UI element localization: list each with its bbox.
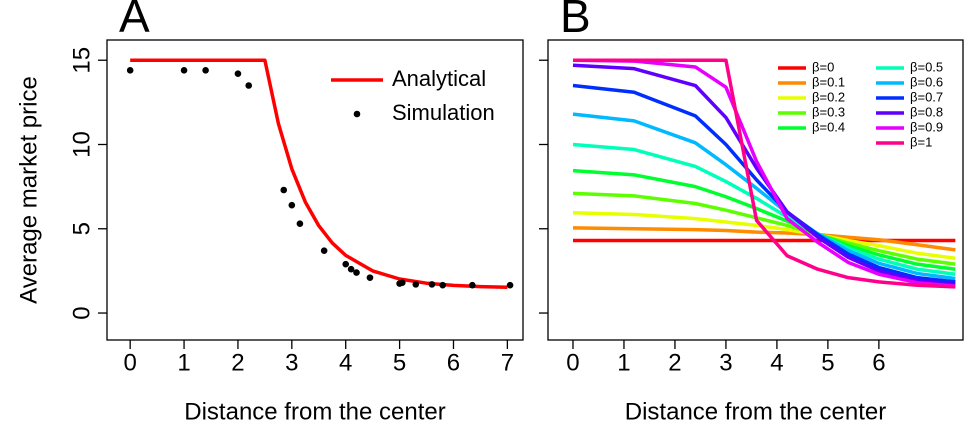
series-line (572, 58, 956, 288)
data-point (180, 67, 188, 74)
data-point (428, 281, 436, 288)
x-tick-label: 1 (617, 349, 630, 376)
legend-label: β=0.5 (910, 59, 943, 74)
y-tick-label: 15 (68, 47, 95, 74)
data-point (245, 82, 253, 89)
series-line (572, 168, 956, 271)
y-tick-label: 5 (68, 222, 95, 235)
series-line (572, 58, 956, 289)
data-point (342, 260, 350, 268)
legend-label: β=0 (812, 59, 834, 74)
y-axis-label: Average market price (15, 76, 42, 304)
x-tick-label: 5 (821, 349, 834, 376)
data-point (412, 281, 420, 288)
y-tick-label: 10 (68, 131, 95, 158)
legend-swatch (353, 110, 361, 118)
series-line (130, 58, 508, 289)
legend-label: Analytical (392, 66, 486, 91)
data-point (347, 265, 355, 273)
x-tick-label: 3 (719, 349, 732, 376)
data-point (469, 281, 476, 289)
x-tick-label: 2 (231, 349, 244, 376)
plot-frame (547, 39, 964, 341)
series-line (572, 63, 956, 287)
data-point (398, 279, 406, 286)
data-point (126, 67, 134, 74)
x-tick-label: 0 (123, 349, 136, 376)
plot-frame (106, 39, 524, 341)
y-tick-label: 0 (68, 306, 95, 319)
x-tick-label: 2 (668, 349, 681, 376)
data-point (288, 201, 296, 209)
x-tick-label: 1 (177, 349, 190, 376)
legend-label: β=0.7 (910, 89, 943, 104)
legend-label: β=0.6 (910, 74, 943, 89)
x-tick-label: 5 (393, 349, 406, 376)
series-line (572, 83, 956, 284)
panel-title: B (560, 0, 591, 42)
data-point (280, 186, 288, 194)
legend-label: β=1 (910, 134, 932, 149)
x-axis-label: Distance from the center (184, 398, 445, 425)
data-point (202, 67, 209, 74)
series-line (572, 211, 956, 260)
x-tick-label: 7 (501, 349, 514, 376)
series-line (572, 191, 956, 266)
legend-label: β=0.3 (812, 104, 845, 119)
legend-label: β=0.8 (910, 104, 943, 119)
x-tick-label: 3 (285, 349, 298, 376)
data-point (506, 281, 514, 289)
legend-label: β=0.4 (812, 119, 845, 134)
data-point (439, 281, 447, 289)
panel-title: A (119, 0, 150, 42)
x-tick-label: 4 (770, 349, 783, 376)
legend-label: β=0.9 (910, 119, 943, 134)
x-axis-label: Distance from the center (625, 398, 886, 425)
data-point (296, 220, 304, 228)
series-line (572, 226, 956, 252)
data-point (353, 269, 360, 276)
x-tick-label: 6 (447, 349, 460, 376)
data-point (366, 274, 374, 281)
x-tick-label: 6 (872, 349, 885, 376)
data-point (234, 70, 242, 78)
legend-label: Simulation (392, 100, 495, 125)
x-tick-label: 0 (566, 349, 579, 376)
data-point (320, 247, 328, 254)
legend-label: β=0.2 (812, 89, 845, 104)
x-tick-label: 4 (339, 349, 352, 376)
legend-label: β=0.1 (812, 74, 845, 89)
